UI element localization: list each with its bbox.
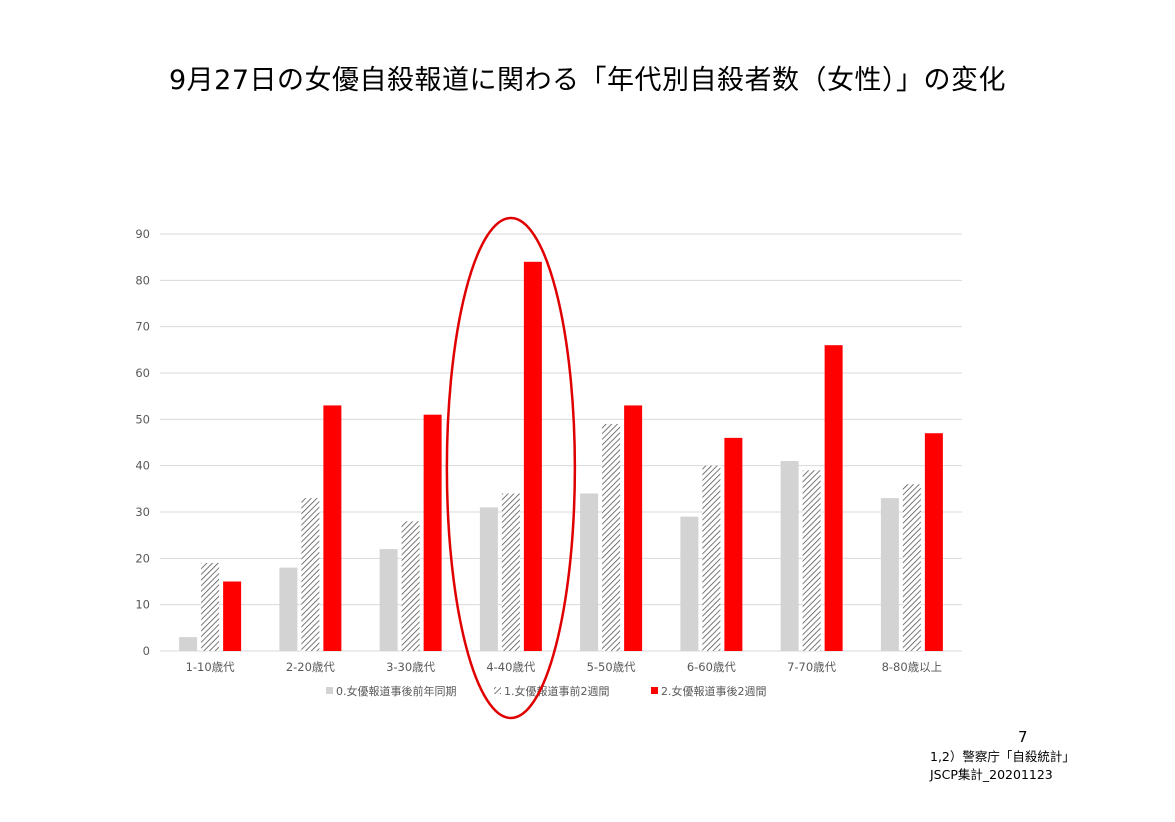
y-tick-label: 30 xyxy=(135,505,150,519)
y-tick-label: 70 xyxy=(135,320,150,334)
x-axis-ticks: 1-10歳代 2-20歳代 3-30歳代 4-40歳代 5-50歳代 6-60歳代 7-70… xyxy=(186,660,943,674)
bar-series-2-2 xyxy=(423,414,442,651)
x-tick-label: 4-40歳代 xyxy=(486,660,536,674)
x-tick-label: 7-70歳代 xyxy=(787,660,837,674)
bar-series-1-2 xyxy=(401,521,420,651)
bar-series-0-5 xyxy=(680,516,699,651)
legend-label-1: 1.女優報道事前2週間 xyxy=(504,684,610,698)
bars xyxy=(179,261,943,651)
bar-series-2-7 xyxy=(924,433,943,651)
bar-series-0-6 xyxy=(780,461,799,651)
legend-label-2: 2.女優報道事後2週間 xyxy=(661,684,767,698)
bar-series-1-5 xyxy=(702,465,721,651)
bar-series-1-0 xyxy=(201,562,220,651)
highlight-ellipse xyxy=(445,216,577,720)
y-tick-label: 10 xyxy=(135,598,150,612)
page-number: 7 xyxy=(1018,728,1028,746)
y-tick-label: 0 xyxy=(143,644,150,658)
y-tick-label: 80 xyxy=(135,273,150,287)
source-note-line-1: 1,2）警察庁「自殺統計」 xyxy=(930,749,1075,764)
bar-series-2-4 xyxy=(624,405,643,651)
bar-series-2-3 xyxy=(523,261,542,651)
bar-series-2-5 xyxy=(724,437,743,651)
legend-label-0: 0.女優報道事後前年同期 xyxy=(336,684,457,698)
bar-series-1-1 xyxy=(301,498,320,651)
bar-series-0-0 xyxy=(179,637,198,651)
bar-series-2-0 xyxy=(223,581,242,651)
x-tick-label: 8-80歳以上 xyxy=(882,660,943,674)
bar-series-1-7 xyxy=(902,484,921,651)
source-note-line-2: JSCP集計_20201123 xyxy=(930,767,1053,782)
bar-series-0-7 xyxy=(880,498,899,651)
y-tick-label: 40 xyxy=(135,459,150,473)
legend: 0.女優報道事後前年同期 1.女優報道事前2週間 2.女優報道事後2週間 xyxy=(326,684,767,698)
bar-series-0-2 xyxy=(379,549,398,651)
y-tick-label: 50 xyxy=(135,412,150,426)
y-tick-label: 60 xyxy=(135,366,150,380)
y-axis-ticks: 0 10 20 30 40 50 60 70 80 90 xyxy=(135,227,150,658)
bar-series-0-4 xyxy=(580,493,599,651)
x-tick-label: 5-50歳代 xyxy=(587,660,637,674)
bar-series-0-1 xyxy=(279,567,298,651)
y-tick-label: 20 xyxy=(135,551,150,565)
bar-series-1-3 xyxy=(501,493,520,651)
bar-series-1-4 xyxy=(602,423,621,651)
x-tick-label: 3-30歳代 xyxy=(386,660,436,674)
chart-title: 9月27日の女優自殺報道に関わる「年代別自殺者数（女性）」の変化 xyxy=(168,65,1007,96)
bar-series-1-6 xyxy=(802,470,821,651)
x-tick-label: 2-20歳代 xyxy=(286,660,336,674)
y-tick-label: 90 xyxy=(135,227,150,241)
legend-swatch-2 xyxy=(651,687,658,694)
bar-series-0-3 xyxy=(479,507,498,651)
highlight-ellipse-mark xyxy=(445,216,577,720)
x-tick-label: 1-10歳代 xyxy=(186,660,236,674)
legend-swatch-1 xyxy=(494,687,501,694)
legend-swatch-0 xyxy=(326,687,333,694)
bar-series-2-6 xyxy=(824,345,843,651)
x-tick-label: 6-60歳代 xyxy=(687,660,737,674)
bar-series-2-1 xyxy=(323,405,342,651)
